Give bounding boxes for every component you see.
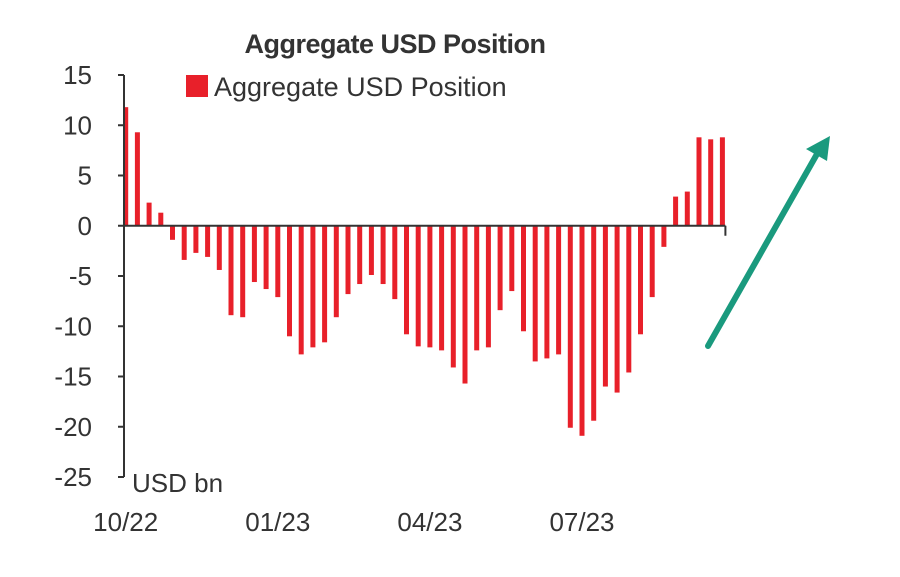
bar <box>181 225 187 260</box>
bar <box>708 139 714 226</box>
y-tick-label: 15 <box>63 60 92 90</box>
y-tick-label: -5 <box>69 261 92 291</box>
y-tick-label: -15 <box>54 362 92 392</box>
bar <box>415 225 421 347</box>
y-tick-label: 5 <box>78 161 92 191</box>
bar <box>684 191 690 226</box>
bar <box>474 225 480 351</box>
bar <box>579 225 585 436</box>
bar <box>170 225 175 240</box>
bar <box>544 225 550 359</box>
bar <box>345 225 351 295</box>
y-axis-unit-label: USD bn <box>132 468 223 498</box>
bar <box>158 212 164 226</box>
bar <box>719 137 725 226</box>
bar <box>123 107 129 226</box>
bar <box>275 225 281 298</box>
bar <box>134 132 140 226</box>
x-tick-label: 01/23 <box>245 507 310 537</box>
bar <box>614 225 620 393</box>
y-tick-label: 0 <box>78 211 92 241</box>
bar <box>146 202 152 226</box>
bar <box>602 225 608 387</box>
up-trend-arrow-icon <box>705 136 830 349</box>
bar <box>251 225 257 283</box>
legend-swatch <box>186 75 208 97</box>
y-tick-label: -20 <box>54 412 92 442</box>
bar <box>521 225 526 332</box>
bar <box>497 225 503 311</box>
bar <box>696 137 702 226</box>
y-tick-label: 10 <box>63 110 92 140</box>
bar <box>368 225 374 275</box>
bar <box>439 225 445 351</box>
bar <box>298 225 304 355</box>
bar <box>193 225 199 253</box>
bar <box>638 225 643 335</box>
bars-group <box>123 107 725 436</box>
bar <box>661 225 667 247</box>
bar <box>485 225 491 348</box>
bar <box>532 225 538 362</box>
bar <box>673 196 679 226</box>
bar <box>626 225 632 373</box>
bar <box>333 225 339 318</box>
bar <box>357 225 363 285</box>
bar <box>392 225 398 300</box>
bar <box>427 225 433 348</box>
bar <box>567 225 573 428</box>
x-tick-label: 04/23 <box>397 507 462 537</box>
x-tick-label: 10/22 <box>93 507 158 537</box>
bar <box>310 225 316 348</box>
bar <box>462 225 468 384</box>
bar <box>450 225 456 368</box>
legend-label: Aggregate USD Position <box>214 72 507 102</box>
bar <box>205 225 211 257</box>
bar <box>228 225 234 316</box>
bar <box>649 225 655 298</box>
bar <box>240 225 246 318</box>
bar <box>263 225 269 290</box>
bar <box>287 225 292 337</box>
bar <box>322 225 328 343</box>
x-tick-label: 07/23 <box>549 507 614 537</box>
bar <box>216 225 222 270</box>
bar <box>556 225 562 355</box>
chart-title: Aggregate USD Position <box>244 29 545 59</box>
y-tick-label: -25 <box>54 462 92 492</box>
bar <box>404 225 409 335</box>
x-axis-ticks: 10/22 01/23 04/23 07/23 <box>93 225 727 537</box>
bar <box>380 225 386 285</box>
bar <box>591 225 597 421</box>
y-axis-ticks: 15 10 5 0 -5 -10 -15 -20 -25 <box>54 60 124 492</box>
bar <box>509 225 515 292</box>
y-tick-label: -10 <box>54 311 92 341</box>
